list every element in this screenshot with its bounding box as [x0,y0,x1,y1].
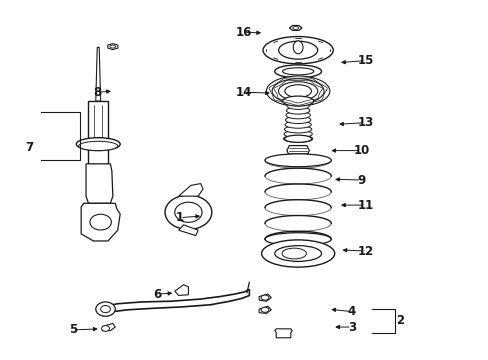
Polygon shape [105,289,249,313]
Polygon shape [289,26,302,30]
Ellipse shape [274,246,321,261]
Ellipse shape [266,76,329,106]
Polygon shape [178,184,203,196]
Ellipse shape [278,82,317,100]
Text: 2: 2 [396,314,404,327]
Ellipse shape [284,126,311,133]
Ellipse shape [261,240,334,267]
Polygon shape [274,329,292,338]
Text: 14: 14 [235,86,251,99]
Ellipse shape [282,96,313,106]
Ellipse shape [102,325,109,331]
Ellipse shape [284,85,311,98]
Polygon shape [286,145,309,156]
Ellipse shape [79,141,118,150]
Polygon shape [102,323,115,330]
Polygon shape [107,44,118,50]
Text: 12: 12 [357,244,373,257]
Polygon shape [174,285,188,296]
Ellipse shape [285,112,310,119]
Text: 16: 16 [235,26,251,39]
Ellipse shape [174,202,202,222]
Ellipse shape [285,121,311,128]
Ellipse shape [76,138,120,150]
Ellipse shape [110,45,116,48]
Ellipse shape [272,79,324,103]
Ellipse shape [96,302,115,316]
Polygon shape [86,164,113,203]
Text: 3: 3 [347,320,355,333]
Ellipse shape [264,154,330,167]
Text: 15: 15 [357,54,373,67]
Polygon shape [96,47,101,101]
Text: 13: 13 [357,116,373,129]
Ellipse shape [282,248,306,259]
Text: 6: 6 [153,288,162,301]
Text: 4: 4 [347,305,355,318]
Ellipse shape [284,135,311,142]
Text: 5: 5 [69,323,77,336]
Ellipse shape [293,41,303,54]
Ellipse shape [283,135,312,142]
Text: 8: 8 [93,86,101,99]
Ellipse shape [261,307,268,312]
Polygon shape [88,101,108,164]
Ellipse shape [292,27,298,30]
Text: 10: 10 [353,144,369,157]
Ellipse shape [261,295,268,300]
Polygon shape [81,203,120,241]
Ellipse shape [286,102,309,109]
Ellipse shape [90,214,111,230]
Text: 9: 9 [357,174,365,186]
Ellipse shape [282,68,313,75]
Ellipse shape [264,233,330,246]
Ellipse shape [101,306,110,313]
Ellipse shape [263,37,332,64]
Ellipse shape [285,116,310,123]
Polygon shape [178,225,198,235]
Polygon shape [259,306,271,314]
Ellipse shape [274,65,321,78]
Text: 1: 1 [176,211,184,224]
Ellipse shape [164,195,211,229]
Text: 7: 7 [25,141,33,154]
Ellipse shape [284,130,312,138]
Text: 11: 11 [357,199,373,212]
Ellipse shape [278,41,317,59]
Polygon shape [259,294,271,301]
Ellipse shape [286,107,309,114]
